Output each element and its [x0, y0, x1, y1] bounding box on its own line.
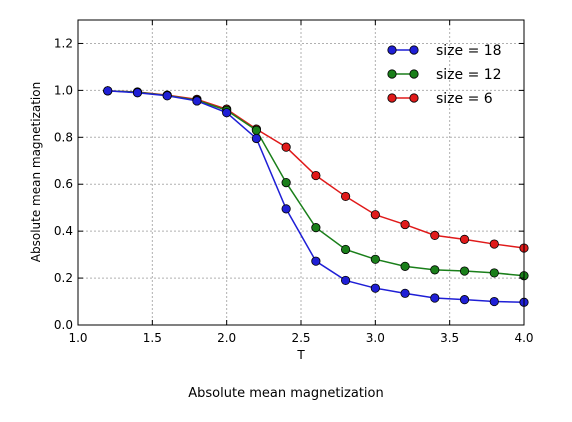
data-point: [192, 96, 202, 106]
x-tick-label: 3.5: [440, 331, 459, 345]
data-point: [251, 133, 261, 144]
grid: [78, 20, 524, 325]
data-point: [370, 283, 380, 293]
series-1: [103, 86, 529, 307]
data-point: [489, 268, 499, 278]
data-point: [311, 170, 321, 181]
y-tick-label: 0.4: [54, 224, 73, 238]
legend-marker: [387, 93, 397, 103]
data-point: [222, 108, 232, 118]
y-tick-label: 0.2: [54, 271, 73, 285]
data-point: [489, 296, 499, 307]
data-point: [103, 86, 113, 96]
legend-marker: [409, 69, 419, 79]
chart: 1.0 1.5 2.0 2.5 3.0 3.5 4.0 0.0 0.2 0.4 0.6 0.8 1.0 1…: [29, 19, 534, 362]
legend: size = 18 size = 12 size = 6: [387, 43, 502, 107]
x-tick-label: 2.0: [217, 331, 236, 345]
y-axis-label: Absolute mean magnetization: [29, 82, 43, 262]
x-tick-label: 1.0: [68, 331, 87, 345]
legend-marker: [387, 45, 397, 55]
data-point: [430, 230, 440, 240]
x-tick-label: 4.0: [514, 331, 533, 345]
y-tick-label: 0.0: [54, 318, 73, 332]
data-point: [340, 244, 351, 255]
y-tick-label: 1.0: [54, 83, 73, 97]
legend-label: size = 6: [436, 91, 493, 107]
data-point: [370, 254, 380, 264]
data-point: [162, 91, 172, 101]
data-point: [281, 177, 291, 188]
legend-label: size = 18: [436, 43, 502, 59]
legend-marker: [387, 69, 397, 79]
data-point: [459, 234, 470, 244]
data-point: [311, 256, 321, 266]
y-tick-label: 0.6: [54, 177, 73, 191]
data-point: [430, 293, 440, 303]
data-point: [370, 210, 380, 220]
legend-marker: [409, 93, 419, 103]
data-point: [400, 219, 410, 230]
figure-caption: Absolute mean magnetization: [188, 386, 384, 401]
data-point: [281, 204, 291, 214]
data-point: [400, 261, 410, 271]
legend-label: size = 12: [436, 67, 502, 83]
y-tick-label: 0.8: [54, 130, 73, 144]
data-point: [430, 265, 440, 275]
data-point: [459, 295, 470, 305]
data-point: [400, 288, 410, 298]
data-point: [251, 125, 261, 135]
data-point: [281, 142, 291, 152]
x-tick-label: 2.5: [291, 331, 310, 345]
legend-entry: size = 18: [387, 43, 502, 59]
legend-marker: [409, 45, 419, 55]
data-point: [459, 266, 470, 276]
x-tick-label: 3.0: [366, 331, 385, 345]
legend-entry: size = 12: [387, 67, 502, 83]
x-tick-label: 1.5: [143, 331, 162, 345]
legend-entry: size = 6: [387, 91, 493, 107]
x-axis-label: T: [296, 348, 305, 362]
ticks: 1.0 1.5 2.0 2.5 3.0 3.5 4.0 0.0 0.2 0.4 0.6 0.8 1.0 1…: [54, 20, 534, 345]
data-point: [311, 223, 321, 233]
data-point: [132, 88, 143, 98]
series-layer: [103, 86, 529, 307]
data-point: [340, 275, 351, 286]
data-point: [340, 191, 351, 202]
data-point: [489, 239, 499, 249]
y-tick-label: 1.2: [54, 36, 73, 50]
